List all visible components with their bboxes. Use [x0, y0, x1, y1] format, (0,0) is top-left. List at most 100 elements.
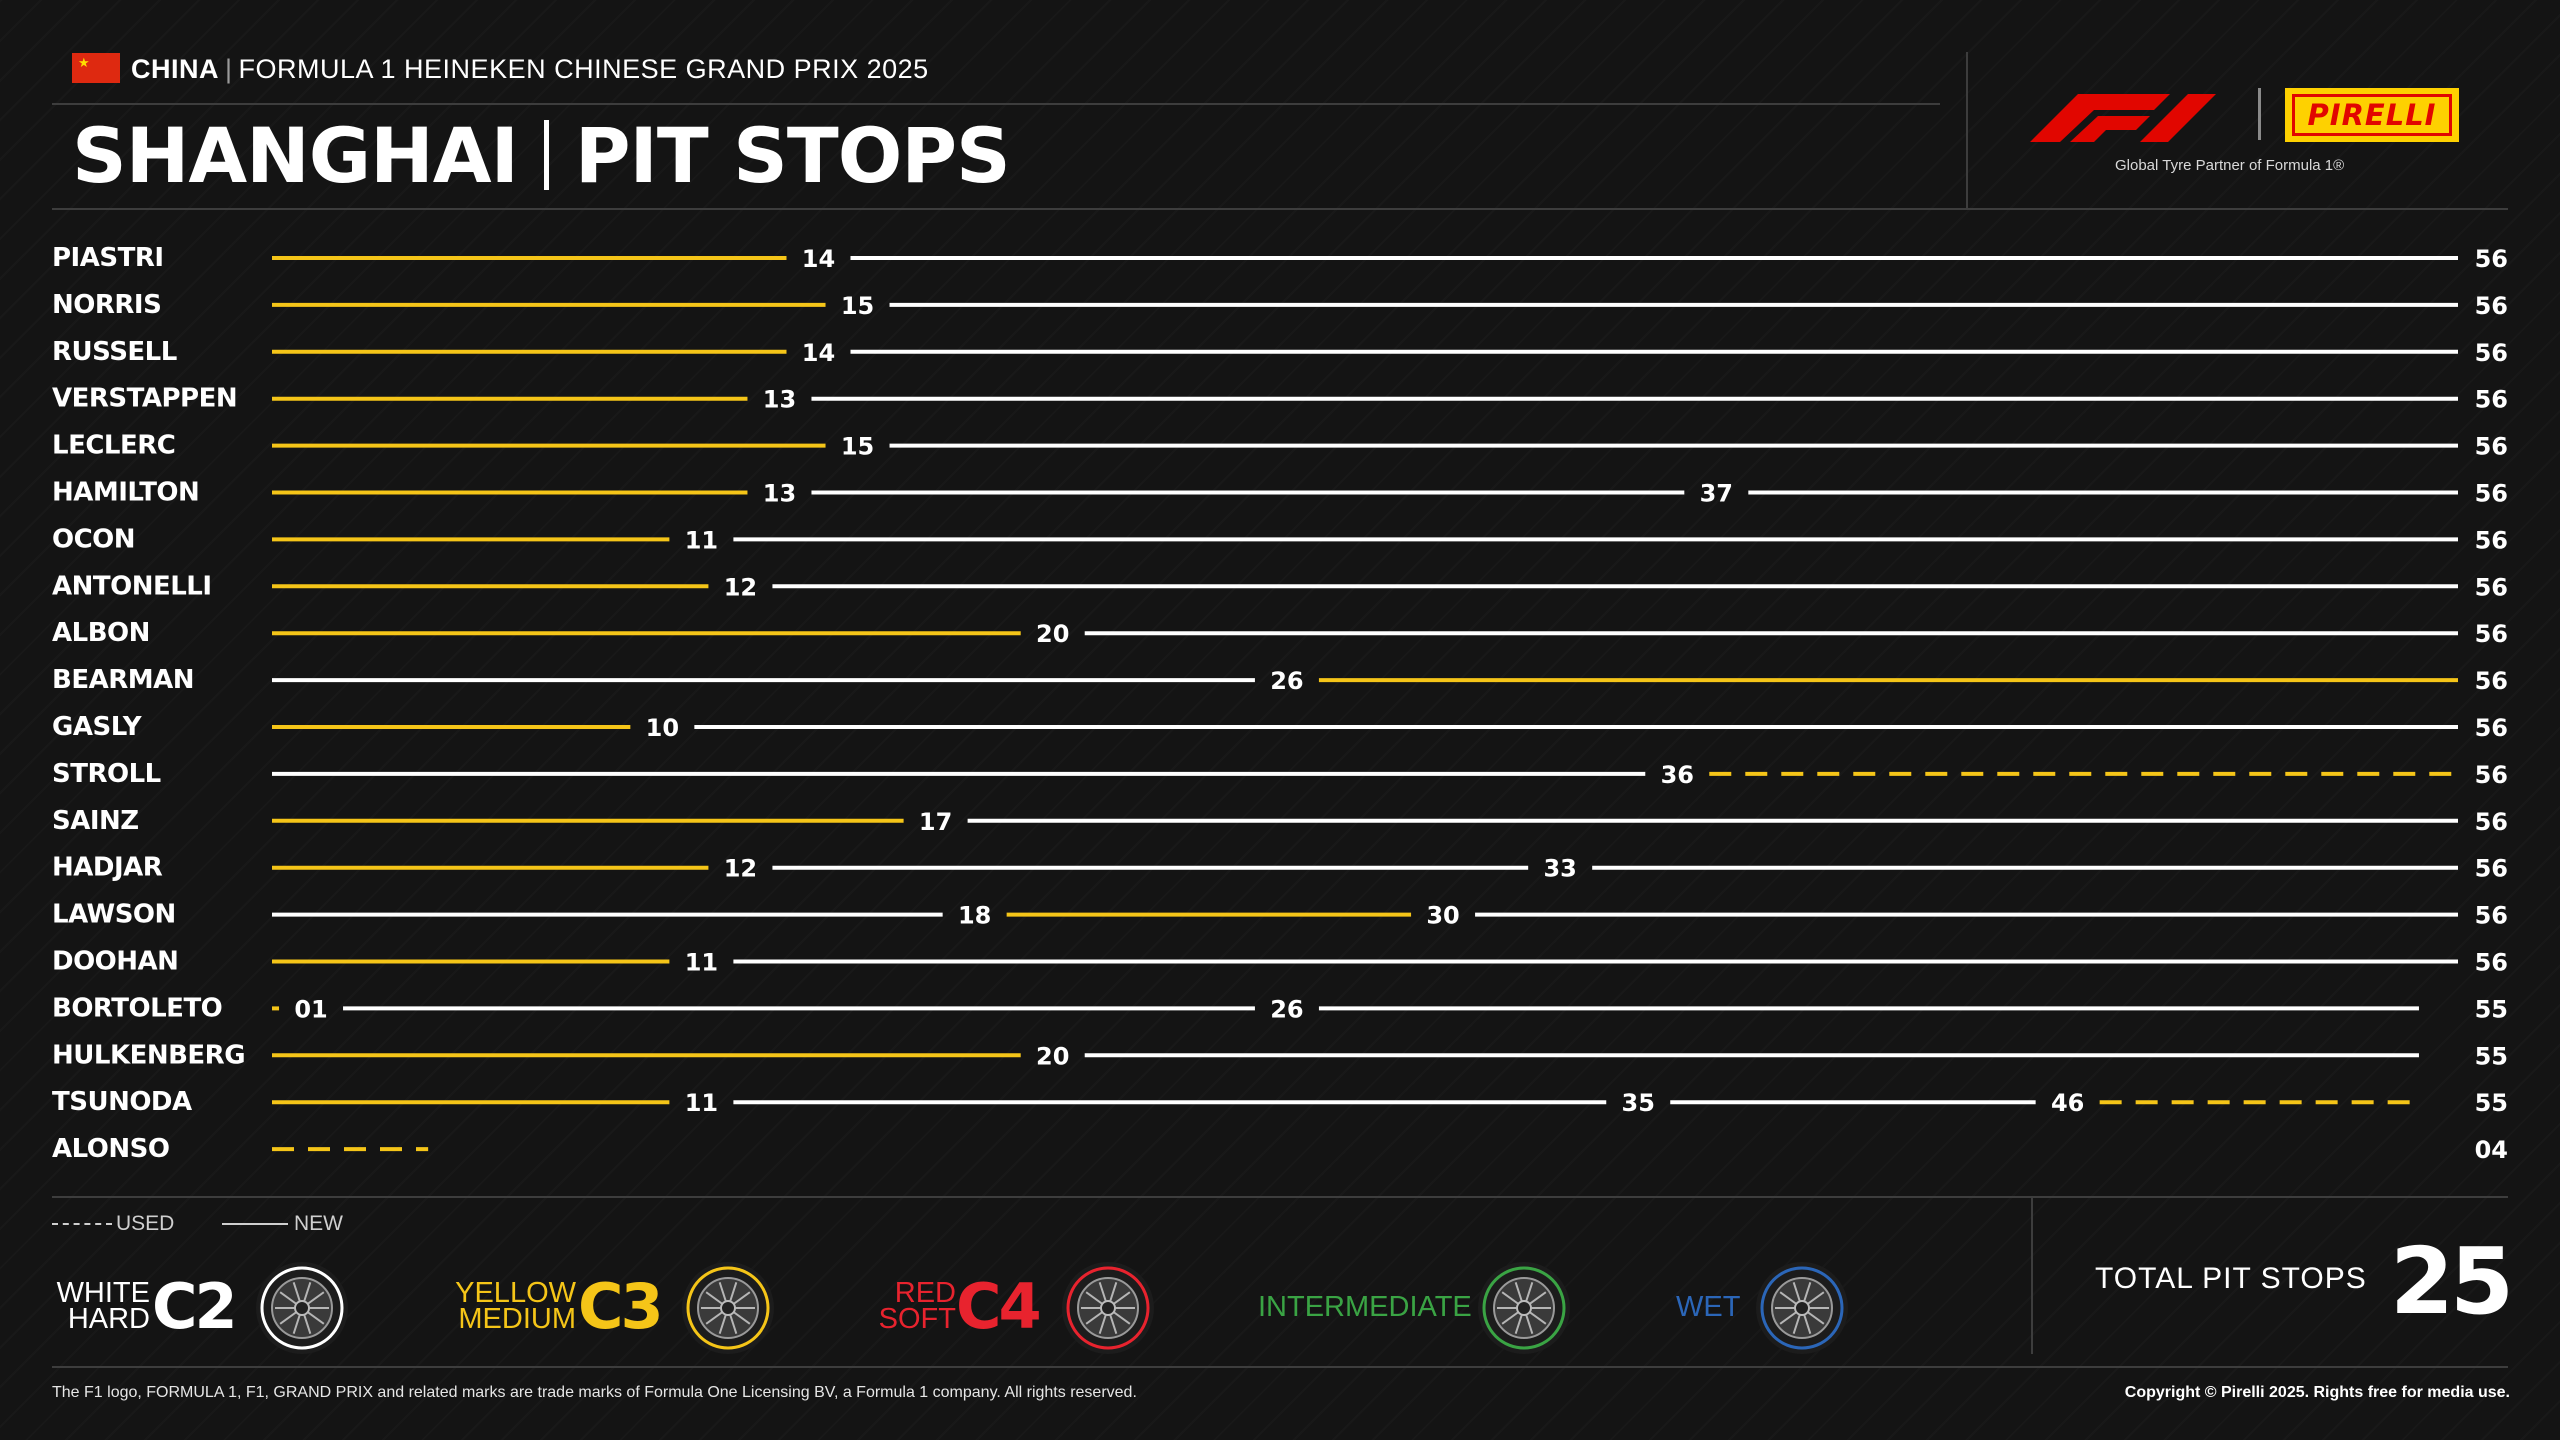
finish-lap-label: 56	[2475, 339, 2508, 367]
finish-lap-label: 56	[2475, 433, 2508, 461]
finish-lap-label: 56	[2475, 620, 2508, 648]
pit-lap-label: 20	[1036, 1042, 1069, 1070]
country-name: CHINA	[131, 54, 219, 84]
soft-compound-label: RED SOFT	[878, 1277, 956, 1335]
footer-divider	[52, 1366, 2508, 1368]
pit-lap-label: 13	[763, 386, 796, 414]
pit-lap-label: 01	[294, 995, 327, 1023]
sponsor-tagline: Global Tyre Partner of Formula 1®	[2115, 157, 2345, 174]
finish-lap-label: 55	[2475, 995, 2508, 1023]
pit-lap-label: 14	[802, 339, 835, 367]
pit-lap-label: 10	[646, 714, 679, 742]
finish-lap-label: 55	[2475, 1089, 2508, 1117]
driver-name: DOOHAN	[52, 947, 178, 977]
wet-compound-label: WET	[1676, 1291, 1741, 1323]
finish-lap-label: 56	[2475, 949, 2508, 977]
driver-name: HADJAR	[52, 853, 163, 883]
finish-lap-label: 56	[2475, 573, 2508, 601]
soft-compound-code: C4	[956, 1270, 1042, 1343]
venue-name: SHANGHAI	[72, 111, 519, 200]
hard-tyre-icon	[256, 1262, 348, 1354]
legend-new: NEW	[222, 1212, 343, 1236]
pit-lap-label: 18	[958, 902, 991, 930]
footer-copyright: Copyright © Pirelli 2025. Rights free fo…	[2124, 1384, 2510, 1401]
pit-lap-label: 14	[802, 245, 835, 273]
driver-name: ALONSO	[52, 1134, 169, 1164]
total-pit-stops-label: TOTAL PIT STOPS	[2095, 1262, 2367, 1295]
pit-lap-label: 46	[2051, 1089, 2084, 1117]
soft-tyre-icon	[1062, 1262, 1154, 1354]
driver-name: HULKENBERG	[52, 1040, 245, 1070]
hard-compound-label: WHITE HARD	[56, 1277, 150, 1335]
intermediate-tyre-icon	[1478, 1262, 1570, 1354]
driver-name: OCON	[52, 524, 135, 554]
finish-lap-label: 56	[2475, 855, 2508, 883]
medium-compound-code: C3	[578, 1270, 664, 1343]
driver-name: TSUNODA	[52, 1087, 192, 1117]
finish-lap-label: 56	[2475, 761, 2508, 789]
pit-lap-label: 12	[724, 855, 757, 883]
footer-trademark: The F1 logo, FORMULA 1, F1, GRAND PRIX a…	[52, 1384, 1137, 1401]
driver-name: LAWSON	[52, 900, 176, 930]
pit-lap-label: 26	[1270, 995, 1303, 1023]
pit-lap-label: 11	[685, 1089, 718, 1117]
finish-lap-label: 56	[2475, 667, 2508, 695]
finish-lap-label: 04	[2475, 1136, 2508, 1164]
pit-lap-label: 15	[841, 292, 874, 320]
driver-name: VERSTAPPEN	[52, 384, 237, 414]
driver-name: SAINZ	[52, 806, 139, 836]
wet-tyre-icon	[1756, 1262, 1848, 1354]
finish-lap-label: 56	[2475, 245, 2508, 273]
title-text: PIT STOPS	[574, 111, 1011, 200]
finish-lap-label: 56	[2475, 386, 2508, 414]
pit-lap-label: 17	[919, 808, 952, 836]
driver-name: BEARMAN	[52, 665, 194, 695]
driver-name: BORTOLETO	[52, 993, 222, 1023]
pit-stop-chart: PIASTRI 14 56 NORRIS 15 56 RUSSELL 14 56 VERSTAPP…	[52, 243, 2508, 1164]
page-title: SHANGHAI PIT STOPS	[72, 108, 1011, 204]
intermediate-compound-label: INTERMEDIATE	[1258, 1291, 1472, 1323]
hard-compound-code: C2	[152, 1270, 238, 1343]
driver-name: STROLL	[52, 759, 161, 789]
driver-name: NORRIS	[52, 290, 161, 320]
pit-lap-label: 33	[1543, 855, 1576, 883]
pit-lap-label: 26	[1270, 667, 1303, 695]
finish-lap-label: 56	[2475, 526, 2508, 554]
finish-lap-label: 56	[2475, 714, 2508, 742]
f1-logo-icon	[2030, 94, 2216, 142]
finish-lap-label: 56	[2475, 480, 2508, 508]
legend-top-divider	[52, 1196, 2508, 1198]
finish-lap-label: 56	[2475, 902, 2508, 930]
driver-name: HAMILTON	[52, 478, 199, 508]
pit-lap-label: 13	[763, 480, 796, 508]
pit-lap-label: 20	[1036, 620, 1069, 648]
pit-lap-label: 11	[685, 949, 718, 977]
pit-lap-label: 12	[724, 573, 757, 601]
pit-lap-label: 15	[841, 433, 874, 461]
driver-name: ANTONELLI	[52, 571, 212, 601]
finish-lap-label: 55	[2475, 1042, 2508, 1070]
header-divider	[52, 103, 1940, 105]
totals-vertical-divider	[2031, 1198, 2033, 1354]
driver-name: PIASTRI	[52, 243, 164, 273]
pit-lap-label: 11	[685, 526, 718, 554]
pirelli-logo: PIRELLI	[2285, 88, 2459, 142]
driver-name: RUSSELL	[52, 337, 177, 367]
legend-used: USED	[52, 1212, 174, 1236]
pit-lap-label: 37	[1700, 480, 1733, 508]
driver-name: ALBON	[52, 618, 150, 648]
pit-lap-label: 35	[1622, 1089, 1655, 1117]
event-name: FORMULA 1 HEINEKEN CHINESE GRAND PRIX 20…	[238, 54, 929, 84]
title-separator	[543, 120, 549, 190]
total-pit-stops-value: 25	[2389, 1228, 2514, 1335]
used-dash-sample	[52, 1223, 112, 1226]
finish-lap-label: 56	[2475, 808, 2508, 836]
new-line-sample	[222, 1223, 288, 1226]
medium-compound-label: YELLOW MEDIUM	[455, 1277, 576, 1335]
medium-tyre-icon	[682, 1262, 774, 1354]
pit-lap-label: 36	[1661, 761, 1694, 789]
chart-top-divider	[52, 208, 2508, 210]
china-flag-icon: ★	[72, 53, 120, 83]
driver-name: GASLY	[52, 712, 143, 742]
pit-lap-label: 30	[1426, 902, 1459, 930]
